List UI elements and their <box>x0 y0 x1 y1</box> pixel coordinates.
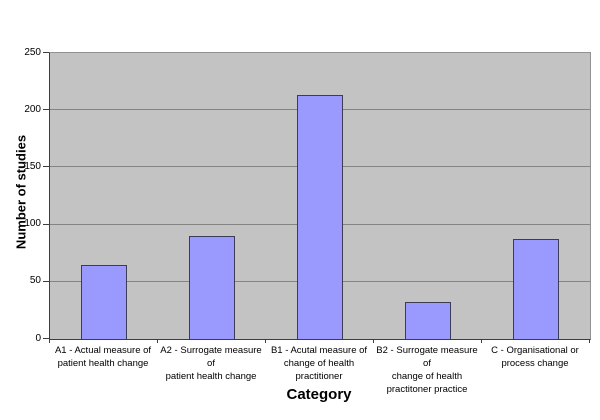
bar-3 <box>297 95 343 339</box>
x-category-label-2: A2 - Surrogate measure of patient health… <box>160 345 262 382</box>
x-tick-mark-2 <box>265 339 266 343</box>
x-category-label-4: B2 - Surrogate measure of change of heal… <box>376 345 478 395</box>
y-tick-mark-100 <box>43 224 49 225</box>
plot-area <box>49 52 591 340</box>
x-category-label-5: C - Organisational or process change <box>491 345 579 369</box>
y-tick-label-150: 150 <box>24 160 41 172</box>
bar-1 <box>81 265 127 339</box>
y-tick-label-200: 200 <box>24 103 41 115</box>
y-tick-mark-250 <box>43 52 49 53</box>
y-tick-label-50: 50 <box>29 275 41 287</box>
bar-4 <box>405 302 451 339</box>
y-tick-mark-50 <box>43 281 49 282</box>
x-tick-mark-1 <box>157 339 158 343</box>
y-tick-label-250: 250 <box>24 46 41 58</box>
x-axis-title: Category <box>286 386 352 403</box>
y-tick-mark-200 <box>43 109 49 110</box>
x-tick-mark-4 <box>481 339 482 343</box>
x-category-label-3: B1 - Acutal measure of change of health … <box>270 345 368 382</box>
y-tick-label-100: 100 <box>24 218 41 230</box>
y-tick-label-0: 0 <box>35 332 41 344</box>
y-tick-mark-150 <box>43 166 49 167</box>
x-category-label-1: A1 - Actual measure of patient health ch… <box>54 345 152 369</box>
x-tick-mark-5 <box>589 339 590 343</box>
y-tick-mark-0 <box>43 338 49 339</box>
y-axis-title: Number of studies <box>13 134 29 250</box>
x-tick-mark-0 <box>49 339 50 343</box>
bar-2 <box>189 236 235 339</box>
bar-5 <box>513 239 559 339</box>
x-tick-mark-3 <box>373 339 374 343</box>
